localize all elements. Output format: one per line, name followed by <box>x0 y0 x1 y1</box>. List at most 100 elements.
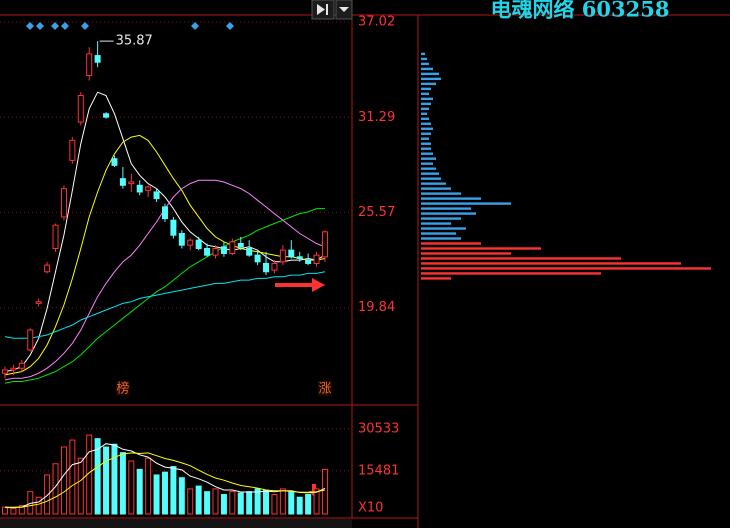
chip-bar <box>421 107 429 110</box>
event-diamonds <box>26 22 234 30</box>
candle-body <box>161 206 168 220</box>
chip-bar <box>421 162 433 165</box>
y-tick-label: 37.02 <box>358 14 395 29</box>
chip-bar <box>421 267 711 270</box>
event-label: 榜 <box>116 381 129 397</box>
candle-body <box>313 254 320 264</box>
volume-bar <box>103 446 110 515</box>
y-tick-label: 15481 <box>358 463 399 478</box>
chip-bar <box>421 192 461 195</box>
candle-body <box>279 249 286 263</box>
y-tick-label: 25.57 <box>358 205 395 220</box>
chip-bar <box>421 262 681 265</box>
event-marker <box>115 381 130 396</box>
candle-body <box>86 53 93 77</box>
bottom-tab-strip[interactable] <box>0 519 352 528</box>
candle-body <box>103 113 110 118</box>
candle-body <box>263 262 270 273</box>
high-annotation: 35.87 <box>116 34 153 49</box>
chip-bar <box>421 217 461 220</box>
chip-bar <box>421 227 466 230</box>
volume-bar <box>170 466 177 515</box>
candle-body <box>195 239 202 249</box>
candle-body <box>212 247 219 256</box>
volume-bar <box>18 505 25 515</box>
chip-bar <box>421 122 431 125</box>
candle-body <box>145 186 152 191</box>
chip-bar <box>421 52 425 56</box>
candle-body <box>271 262 278 271</box>
chip-bar <box>421 82 436 86</box>
volume-bar <box>136 468 143 515</box>
candle-body <box>10 367 17 371</box>
unit-label: X10 <box>358 501 383 516</box>
chip-bar <box>421 182 446 185</box>
chip-bar <box>421 157 436 160</box>
volume-bar <box>212 488 219 515</box>
toolbar-icons[interactable] <box>311 0 353 20</box>
chip-bar <box>421 172 439 175</box>
chip-bar <box>421 72 439 76</box>
volume-bar <box>77 457 84 515</box>
volume-bar <box>279 488 286 515</box>
candle-body <box>44 264 51 273</box>
candle-body <box>246 247 253 256</box>
chip-bar <box>421 252 511 255</box>
y-tick-label: 19.84 <box>358 300 395 315</box>
candle-body <box>60 188 67 218</box>
candle-body <box>296 256 303 259</box>
volume-bar <box>161 471 168 515</box>
candle-body <box>178 233 185 246</box>
chip-bar <box>421 142 431 145</box>
volume-bar <box>128 460 135 515</box>
volume-bar <box>263 489 270 515</box>
chip-bar <box>421 147 431 150</box>
volume-bar <box>178 477 185 515</box>
chip-bar <box>421 167 436 170</box>
candle-body <box>254 254 261 263</box>
candle-body <box>2 369 8 374</box>
chip-bar <box>421 257 621 260</box>
candle-body <box>321 231 328 258</box>
chip-bar <box>421 187 451 190</box>
moving-average-line <box>4 134 326 376</box>
chip-bar <box>421 277 451 280</box>
chip-bar <box>421 242 481 245</box>
volume-bar <box>220 493 227 515</box>
volume-bar <box>237 492 244 515</box>
candle-body <box>305 259 312 264</box>
volume-bar <box>111 443 118 515</box>
candle-body <box>136 184 143 193</box>
chip-bar <box>421 57 427 61</box>
chip-bar <box>421 247 541 250</box>
volume-bar <box>204 491 211 515</box>
volume-bar <box>94 438 101 515</box>
candle-body <box>69 139 76 161</box>
chip-bar <box>421 177 441 180</box>
chip-bar <box>421 117 429 120</box>
volume-bar <box>195 485 202 515</box>
candle-body <box>220 246 227 254</box>
chip-bar <box>421 237 461 240</box>
volume-bar <box>321 468 328 515</box>
chip-bar <box>421 272 601 275</box>
chip-bar <box>421 127 433 130</box>
volume-bar <box>305 493 312 515</box>
volume-bar <box>119 452 126 515</box>
event-marker <box>317 381 332 396</box>
chip-bar <box>421 222 451 225</box>
signal-arrow <box>275 278 325 292</box>
volume-bar <box>153 474 160 515</box>
y-tick-label: 30533 <box>358 421 399 436</box>
candle-body <box>35 301 42 304</box>
candle-body <box>237 243 244 248</box>
volume-bar <box>145 457 152 515</box>
chip-bar <box>421 207 471 210</box>
candle-body <box>153 191 160 200</box>
y-tick-label: 31.29 <box>358 110 395 125</box>
chip-bar <box>421 77 441 81</box>
moving-average-line <box>4 271 326 339</box>
candle-body <box>27 329 34 351</box>
candle-body <box>77 94 84 123</box>
